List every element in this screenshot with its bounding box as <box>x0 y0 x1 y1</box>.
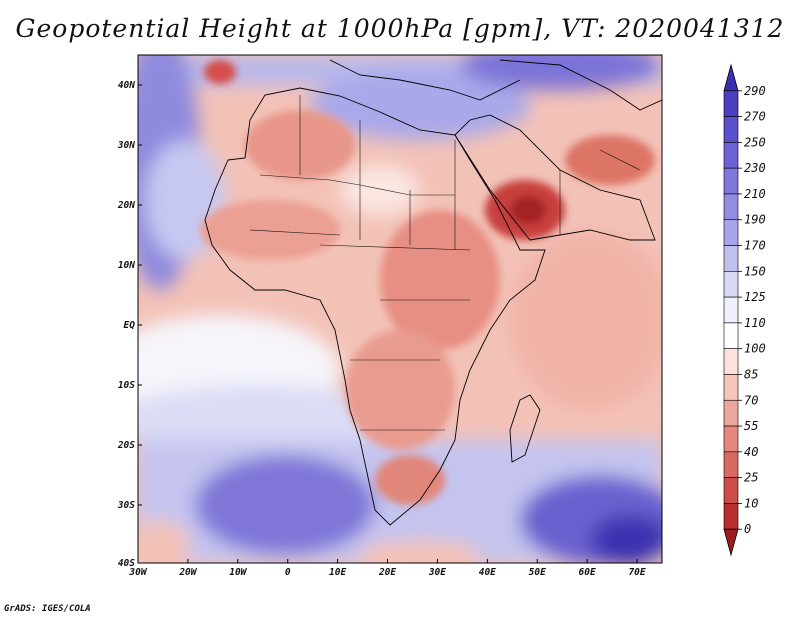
latitude-axis: 40N 30N 20N 10N EQ 10S 20S 30S 40S <box>117 80 142 569</box>
colorbar-label: 40 <box>744 445 758 459</box>
colorbar-swatch <box>723 116 739 143</box>
lon-tick-label: 60E <box>579 567 596 578</box>
lat-tick-label: 10S <box>118 380 135 391</box>
colorbar-label: 25 <box>744 471 758 485</box>
colorbar-swatch <box>723 142 739 169</box>
colorbar-swatch <box>723 503 739 530</box>
colorbar-label: 100 <box>744 342 766 356</box>
lon-tick-label: 30E <box>428 567 446 578</box>
colorbar-swatch <box>723 271 739 298</box>
lat-tick-label: 30S <box>117 500 135 511</box>
lat-tick-label: 20N <box>117 200 135 211</box>
colorbar-label: 55 <box>744 419 758 433</box>
lon-tick-label: 70E <box>628 567 645 578</box>
colorbar-label: 10 <box>744 496 758 510</box>
lat-tick-label: EQ <box>124 320 136 331</box>
colorbar-label: 0 <box>744 522 751 536</box>
lon-tick-label: 40E <box>479 567 496 578</box>
colorbar-swatch <box>723 90 739 117</box>
colorbar-label: 110 <box>744 316 766 330</box>
colorbar-swatch <box>723 167 739 195</box>
colorbar-swatch <box>723 219 739 246</box>
colorbar-swatch <box>723 245 739 272</box>
colorbar-swatch <box>723 374 739 401</box>
colorbar-swatch <box>723 193 739 221</box>
height-field <box>138 55 662 563</box>
lon-tick-label: 10E <box>329 567 346 578</box>
colorbar-label: 290 <box>744 84 766 98</box>
lon-tick-label: 20E <box>378 567 396 578</box>
lon-tick-label: 50E <box>529 567 546 578</box>
colorbar-swatch <box>723 477 739 504</box>
lon-tick-label: 20W <box>178 567 197 578</box>
lat-tick-label: 40S <box>118 558 135 569</box>
lon-tick-label: 10W <box>229 567 247 578</box>
colorbar: 2902702502302101901701501251101008570554… <box>723 63 766 557</box>
lat-tick-label: 40N <box>118 80 135 91</box>
lat-tick-label: 20S <box>117 440 135 451</box>
lat-tick-label: 10N <box>118 260 135 271</box>
colorbar-swatch <box>723 451 739 478</box>
colorbar-label: 70 <box>744 393 758 407</box>
colorbar-label: 150 <box>744 264 766 278</box>
colorbar-label: 230 <box>744 161 766 175</box>
colorbar-label: 190 <box>744 213 766 227</box>
colorbar-swatch <box>723 296 739 324</box>
country-borders <box>249 95 641 431</box>
colorbar-label: 85 <box>744 367 758 381</box>
colorbar-label: 210 <box>744 187 766 201</box>
coastlines <box>204 59 662 526</box>
colorbar-swatch <box>723 322 739 349</box>
colorbar-label: 250 <box>744 135 766 149</box>
grads-credit: GrADS: IGES/COLA <box>4 604 91 614</box>
plot-frame <box>137 54 663 564</box>
colorbar-swatch <box>723 348 739 375</box>
chart-title: Geopotential Height at 1000hPa [gpm], VT… <box>15 14 785 43</box>
lat-tick-label: 30N <box>117 140 135 151</box>
lon-tick-label: 0 <box>285 567 291 578</box>
lon-tick-label: 30W <box>128 567 147 578</box>
colorbar-swatch <box>723 425 739 453</box>
colorbar-label: 270 <box>744 110 766 124</box>
colorbar-label: 125 <box>744 290 766 304</box>
colorbar-bottom-triangle <box>723 528 739 557</box>
longitude-axis: 30W 20W 10W 0 10E 20E 30E 40E 50E 60E 70E <box>128 559 646 578</box>
colorbar-swatch <box>723 399 739 427</box>
colorbar-label: 170 <box>744 239 766 253</box>
colorbar-top-triangle <box>723 63 739 92</box>
